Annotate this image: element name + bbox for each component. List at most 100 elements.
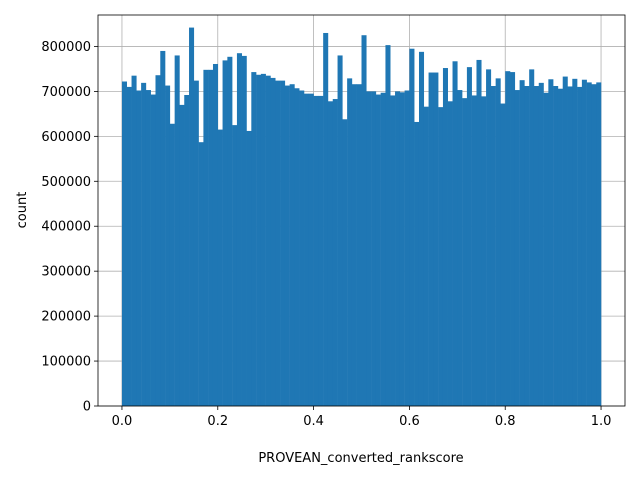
y-tick-label: 100000 [41, 355, 91, 370]
y-tick-label: 500000 [41, 175, 91, 190]
histogram-bar [596, 82, 602, 406]
histogram-bar [270, 77, 276, 407]
histogram-bar [490, 86, 496, 406]
histogram-bar [251, 72, 257, 406]
histogram-bar [141, 82, 147, 407]
x-tick-label: 1.0 [591, 414, 612, 429]
y-tick-label: 600000 [41, 130, 91, 145]
histogram-bar [457, 90, 463, 407]
x-axis-label: PROVEAN_converted_rankscore [258, 451, 463, 466]
histogram-bar [332, 99, 338, 406]
y-tick-label: 300000 [41, 265, 91, 280]
y-tick-label: 200000 [41, 310, 91, 325]
histogram-bar [136, 90, 142, 406]
histogram-bar [510, 72, 516, 406]
histogram-bar [533, 86, 540, 406]
y-tick-label: 400000 [41, 220, 91, 235]
histogram-bar [495, 78, 501, 407]
histogram-bar [591, 84, 597, 407]
histogram-bar [280, 80, 286, 407]
histogram-bar [414, 121, 420, 407]
histogram-bar [557, 88, 563, 407]
histogram-bar [543, 92, 549, 406]
histogram-bar [304, 93, 310, 407]
histogram-bar [227, 56, 233, 407]
histogram-bar [385, 45, 391, 407]
histogram-bar [174, 55, 180, 406]
histogram-bar [471, 95, 477, 406]
histogram-bar [577, 86, 583, 406]
histogram-bar [150, 94, 156, 407]
histogram-bar [241, 55, 247, 407]
histogram-bar [428, 72, 434, 406]
histogram-bar [299, 90, 305, 406]
histogram-bar [452, 61, 458, 406]
histogram-bar [212, 63, 219, 407]
histogram-bar [289, 84, 295, 407]
histogram-bar [375, 94, 381, 407]
x-tick-label: 0.8 [495, 414, 516, 429]
histogram-bar [438, 107, 444, 406]
axes-frame [97, 14, 626, 407]
histogram-bar [371, 91, 377, 407]
histogram-bar [519, 80, 525, 407]
histogram-bar [160, 50, 166, 406]
histogram-bar [308, 93, 314, 407]
histogram-bar [538, 82, 544, 407]
histogram-bar [313, 95, 319, 407]
y-tick-label: 800000 [41, 40, 91, 55]
histogram-bar [529, 69, 535, 406]
histogram-bar [217, 129, 223, 406]
histogram-bar [395, 91, 401, 407]
x-axis-ticks: 0.0 0.2 0.4 0.6 0.8 1.0 [112, 406, 612, 429]
histogram-bar [548, 79, 554, 407]
histogram-bar [572, 78, 578, 406]
histogram-bar [433, 72, 439, 406]
histogram-bar [356, 84, 362, 407]
histogram-bar [514, 90, 520, 407]
histogram-bars [121, 27, 602, 407]
histogram-bar [409, 48, 415, 407]
histogram-bar [447, 101, 453, 406]
histogram-bar [169, 123, 175, 406]
histogram-bar [155, 75, 161, 406]
histogram-bar [294, 88, 300, 406]
histogram-bar [347, 78, 353, 407]
histogram-bar [366, 91, 372, 407]
histogram-bar [524, 86, 530, 406]
histogram-bar [260, 73, 266, 407]
x-tick-label: 0.2 [207, 414, 228, 429]
y-tick-label: 0 [83, 400, 91, 415]
x-tick-label: 0.0 [112, 414, 133, 429]
histogram-bar [121, 81, 127, 406]
y-axis-label: count [15, 192, 30, 229]
histogram-bar [145, 90, 151, 407]
histogram-bar [442, 68, 448, 406]
histogram-bar [126, 86, 132, 406]
histogram-bar [418, 51, 425, 406]
histogram-bar [466, 67, 472, 406]
histogram-bar [505, 71, 511, 407]
histogram-bar [586, 82, 592, 406]
histogram-bar [236, 53, 242, 406]
histogram-bar [275, 80, 281, 407]
histogram-bar [462, 98, 468, 406]
histogram-bar [481, 96, 487, 406]
x-tick-label: 0.4 [303, 414, 324, 429]
histogram-bar [337, 55, 343, 406]
histogram-bar [567, 86, 573, 407]
histogram-bar [500, 103, 506, 406]
histogram-bar [380, 92, 386, 406]
histogram-bar [361, 35, 367, 406]
histogram-bar [198, 142, 204, 406]
y-axis-ticks: 0 100000 200000 300000 400000 500000 600000 700… [41, 40, 98, 415]
histogram-bar [423, 106, 429, 407]
histogram-bar [165, 85, 171, 406]
histogram-bar [222, 60, 228, 406]
histogram-bar [323, 32, 329, 406]
histogram-bar [327, 101, 333, 406]
y-tick-label: 700000 [41, 85, 91, 100]
histogram-bar [486, 69, 492, 406]
histogram-bar [232, 125, 238, 407]
